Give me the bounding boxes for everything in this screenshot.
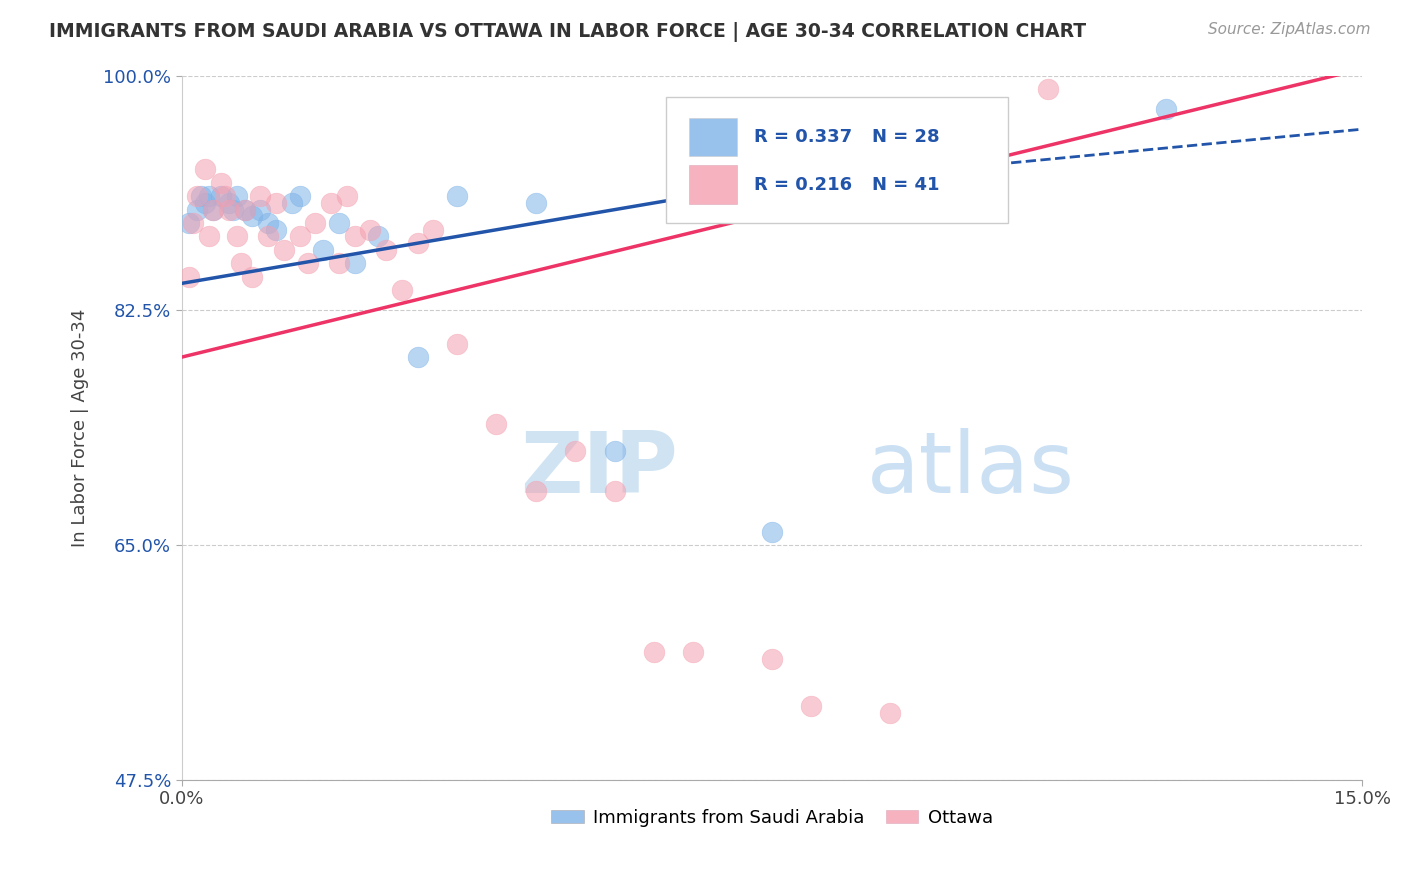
Point — [186, 202, 208, 217]
Point — [422, 223, 444, 237]
Point — [218, 195, 240, 210]
Point — [281, 195, 304, 210]
Point — [391, 283, 413, 297]
Point — [800, 698, 823, 713]
Point — [249, 202, 271, 217]
Point — [343, 256, 366, 270]
Text: N = 28: N = 28 — [872, 128, 941, 145]
Point — [209, 176, 232, 190]
FancyBboxPatch shape — [689, 165, 737, 203]
Point — [406, 350, 429, 364]
Point — [304, 216, 326, 230]
Point — [222, 202, 245, 217]
Point — [1233, 847, 1256, 861]
Point — [183, 216, 205, 230]
Point — [179, 269, 201, 284]
Text: Source: ZipAtlas.com: Source: ZipAtlas.com — [1208, 22, 1371, 37]
Point — [202, 202, 225, 217]
Point — [336, 189, 359, 203]
Point — [918, 176, 941, 190]
Point — [202, 202, 225, 217]
Point — [297, 256, 319, 270]
Text: R = 0.337: R = 0.337 — [754, 128, 852, 145]
Point — [446, 336, 468, 351]
Point — [343, 229, 366, 244]
Point — [249, 189, 271, 203]
Point — [288, 189, 311, 203]
Point — [879, 706, 901, 720]
Point — [209, 189, 232, 203]
Point — [375, 243, 398, 257]
Point — [406, 236, 429, 251]
FancyBboxPatch shape — [665, 96, 1008, 223]
Point — [643, 645, 665, 659]
Point — [603, 444, 626, 458]
Point — [214, 189, 236, 203]
Point — [194, 162, 217, 177]
Point — [603, 484, 626, 499]
Y-axis label: In Labor Force | Age 30-34: In Labor Force | Age 30-34 — [72, 309, 89, 547]
Point — [190, 189, 212, 203]
Point — [218, 202, 240, 217]
Point — [328, 216, 350, 230]
Point — [257, 229, 280, 244]
Point — [446, 189, 468, 203]
Text: N = 41: N = 41 — [872, 176, 939, 194]
Point — [257, 216, 280, 230]
Point — [225, 229, 247, 244]
Point — [564, 444, 586, 458]
Text: atlas: atlas — [866, 428, 1074, 511]
Point — [485, 417, 508, 432]
Point — [1154, 102, 1177, 116]
Point — [198, 189, 221, 203]
Point — [198, 229, 221, 244]
Point — [761, 524, 783, 539]
Point — [233, 202, 256, 217]
Point — [288, 229, 311, 244]
Point — [682, 645, 704, 659]
Point — [524, 484, 547, 499]
Text: IMMIGRANTS FROM SAUDI ARABIA VS OTTAWA IN LABOR FORCE | AGE 30-34 CORRELATION CH: IMMIGRANTS FROM SAUDI ARABIA VS OTTAWA I… — [49, 22, 1087, 42]
Point — [1036, 82, 1059, 96]
Point — [194, 195, 217, 210]
FancyBboxPatch shape — [689, 118, 737, 156]
Point — [179, 216, 201, 230]
Point — [273, 243, 295, 257]
Point — [360, 223, 382, 237]
Point — [242, 269, 264, 284]
Point — [367, 229, 389, 244]
Point — [229, 256, 252, 270]
Point — [761, 652, 783, 666]
Point — [225, 189, 247, 203]
Point — [233, 202, 256, 217]
Point — [328, 256, 350, 270]
Text: R = 0.216: R = 0.216 — [754, 176, 852, 194]
Point — [264, 195, 287, 210]
Point — [242, 210, 264, 224]
Text: ZIP: ZIP — [520, 428, 678, 511]
Point — [312, 243, 335, 257]
Point — [186, 189, 208, 203]
Point — [524, 195, 547, 210]
Point — [321, 195, 343, 210]
Point — [264, 223, 287, 237]
Legend: Immigrants from Saudi Arabia, Ottawa: Immigrants from Saudi Arabia, Ottawa — [544, 802, 1000, 834]
